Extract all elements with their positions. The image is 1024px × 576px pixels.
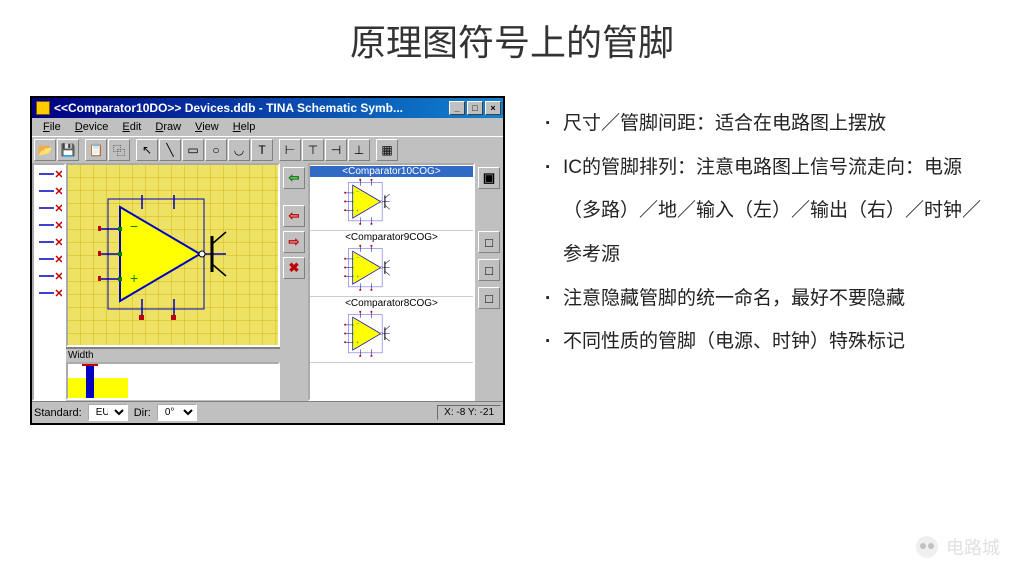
app-window: <<Comparator10DO>> Devices.ddb - TINA Sc… bbox=[30, 96, 505, 425]
right-tool-1[interactable]: □ bbox=[478, 231, 500, 253]
transfer-btn-2[interactable]: ⇨ bbox=[283, 231, 305, 253]
component-thumb: −+ bbox=[310, 309, 473, 361]
svg-text:+: + bbox=[356, 209, 359, 214]
palette-pin-5[interactable] bbox=[36, 252, 62, 266]
app-icon bbox=[36, 101, 50, 115]
prop-button[interactable]: 📋 bbox=[85, 139, 107, 161]
bullet-item: 不同性质的管脚（电源、时钟）特殊标记 bbox=[545, 320, 994, 364]
hterm-button[interactable]: ⊢ bbox=[279, 139, 301, 161]
wechat-icon bbox=[916, 536, 938, 558]
bullet-item: IC的管脚排列：注意电路图上信号流走向：电源（多路）／地／输入（左）／输出（右）… bbox=[545, 146, 994, 277]
right-tool-3[interactable]: □ bbox=[478, 287, 500, 309]
palette-pin-1[interactable] bbox=[36, 184, 62, 198]
svg-text:−: − bbox=[356, 323, 359, 328]
transfer-tools: ⇦ ⇦ ⇨ ✖ bbox=[280, 163, 308, 401]
palette-pin-0[interactable] bbox=[36, 167, 62, 181]
menu-help[interactable]: Help bbox=[226, 120, 263, 134]
workspace: −+ Width ⇦⇦⇨✖ <Comparator10COG>−+<Compar… bbox=[32, 163, 503, 401]
opamp-symbol[interactable]: −+ bbox=[98, 195, 248, 325]
grid-button[interactable]: ▦ bbox=[376, 139, 398, 161]
canvas-column: −+ Width bbox=[66, 163, 280, 401]
window-title: <<Comparator10DO>> Devices.ddb - TINA Sc… bbox=[54, 101, 447, 115]
toolbar: 📂💾 📋⿻ ↖╲▭○◡T ⊢⊤⊣⊥ ▦ bbox=[32, 136, 503, 163]
menu-edit[interactable]: Edit bbox=[115, 120, 148, 134]
menu-file[interactable]: File bbox=[36, 120, 68, 134]
component-name: <Comparator9COG> bbox=[310, 232, 473, 243]
menu-view[interactable]: View bbox=[188, 120, 226, 134]
preview-panel: Width bbox=[66, 347, 280, 401]
rect-button[interactable]: ▭ bbox=[182, 139, 204, 161]
dir-label: Dir: bbox=[134, 407, 151, 419]
component-entry[interactable]: <Comparator8COG>−+ bbox=[310, 297, 473, 363]
right-tools: ▣ □ □ □ bbox=[475, 163, 503, 401]
menubar: FileDeviceEditDrawViewHelp bbox=[32, 118, 503, 136]
menu-device[interactable]: Device bbox=[68, 120, 116, 134]
arrow-button[interactable]: ↖ bbox=[136, 139, 158, 161]
standard-label: Standard: bbox=[34, 407, 82, 419]
symbol-canvas[interactable]: −+ bbox=[66, 163, 280, 347]
right-tool-0[interactable]: ▣ bbox=[478, 167, 500, 189]
component-entry[interactable]: <Comparator9COG>−+ bbox=[310, 231, 473, 297]
dir-select[interactable]: 0° bbox=[157, 404, 197, 421]
svg-text:+: + bbox=[130, 270, 138, 286]
palette-pin-3[interactable] bbox=[36, 218, 62, 232]
component-list[interactable]: <Comparator10COG>−+<Comparator9COG>−+<Co… bbox=[308, 163, 475, 401]
watermark: 电路城 bbox=[916, 534, 1000, 560]
svg-text:+: + bbox=[356, 341, 359, 346]
component-thumb: −+ bbox=[310, 243, 473, 295]
palette-pin-7[interactable] bbox=[36, 286, 62, 300]
watermark-text: 电路城 bbox=[946, 534, 1000, 560]
menu-draw[interactable]: Draw bbox=[148, 120, 188, 134]
close-button[interactable]: × bbox=[485, 101, 501, 115]
bullet-list: 尺寸／管脚间距：适合在电路图上摆放IC的管脚排列：注意电路图上信号流走向：电源（… bbox=[545, 96, 994, 425]
pin-palette bbox=[32, 163, 66, 401]
hterm2-button[interactable]: ⊣ bbox=[325, 139, 347, 161]
maximize-button[interactable]: □ bbox=[467, 101, 483, 115]
svg-text:−: − bbox=[130, 218, 138, 234]
svg-text:−: − bbox=[356, 257, 359, 262]
page-title: 原理图符号上的管脚 bbox=[0, 0, 1024, 66]
transfer-btn-1[interactable]: ⇦ bbox=[283, 205, 305, 227]
svg-text:+: + bbox=[356, 275, 359, 280]
component-thumb: −+ bbox=[310, 177, 473, 229]
component-name: <Comparator10COG> bbox=[310, 166, 473, 177]
statusbar: Standard: EU Dir: 0° X: -8 Y: -21 bbox=[32, 401, 503, 423]
minimize-button[interactable]: _ bbox=[449, 101, 465, 115]
palette-pin-4[interactable] bbox=[36, 235, 62, 249]
vterm2-button[interactable]: ⊥ bbox=[348, 139, 370, 161]
arc-button[interactable]: ◡ bbox=[228, 139, 250, 161]
right-tool-2[interactable]: □ bbox=[478, 259, 500, 281]
component-entry[interactable]: <Comparator10COG>−+ bbox=[310, 165, 473, 231]
open-button[interactable]: 📂 bbox=[34, 139, 56, 161]
titlebar: <<Comparator10DO>> Devices.ddb - TINA Sc… bbox=[32, 98, 503, 118]
dup-button[interactable]: ⿻ bbox=[108, 139, 130, 161]
transfer-btn-3[interactable]: ✖ bbox=[283, 257, 305, 279]
save-button[interactable]: 💾 bbox=[57, 139, 79, 161]
coords-readout: X: -8 Y: -21 bbox=[437, 405, 501, 420]
preview-canvas bbox=[66, 362, 280, 400]
main-row: <<Comparator10DO>> Devices.ddb - TINA Sc… bbox=[0, 66, 1024, 425]
standard-select[interactable]: EU bbox=[88, 404, 128, 421]
transfer-btn-0[interactable]: ⇦ bbox=[283, 167, 305, 189]
preview-label: Width bbox=[66, 349, 280, 362]
palette-pin-2[interactable] bbox=[36, 201, 62, 215]
bullet-item: 尺寸／管脚间距：适合在电路图上摆放 bbox=[545, 102, 994, 146]
vterm-button[interactable]: ⊤ bbox=[302, 139, 324, 161]
svg-text:−: − bbox=[356, 191, 359, 196]
component-name: <Comparator8COG> bbox=[310, 298, 473, 309]
line-button[interactable]: ╲ bbox=[159, 139, 181, 161]
palette-pin-6[interactable] bbox=[36, 269, 62, 283]
ellipse-button[interactable]: ○ bbox=[205, 139, 227, 161]
text-button[interactable]: T bbox=[251, 139, 273, 161]
bullet-item: 注意隐藏管脚的统一命名，最好不要隐藏 bbox=[545, 277, 994, 321]
